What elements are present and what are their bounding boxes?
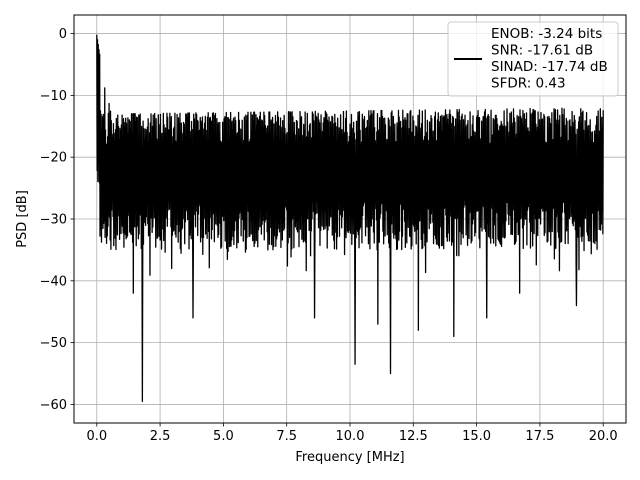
x-tick-label: 7.5 — [276, 429, 297, 444]
x-tick-label: 0.0 — [86, 429, 107, 444]
y-tick-label: −60 — [40, 398, 67, 413]
x-tick-label: 20.0 — [589, 429, 618, 444]
x-tick-label: 17.5 — [525, 429, 554, 444]
y-tick-label: −10 — [40, 89, 67, 104]
legend-box — [447, 21, 619, 97]
legend-entry-enob: ENOB: -3.24 bits — [491, 26, 602, 42]
y-axis-label: PSD [dB] — [15, 190, 30, 248]
legend: ENOB: -3.24 bits SNR: -17.61 dB SINAD: -… — [447, 21, 619, 97]
x-tick-label: 15.0 — [462, 429, 491, 444]
y-axis-ticks: 0 −10 −20 −30 −40 −50 −60 — [40, 27, 74, 413]
legend-entry-snr: SNR: -17.61 dB — [491, 43, 593, 59]
x-tick-label: 10.0 — [336, 429, 365, 444]
y-tick-label: −20 — [40, 151, 67, 166]
y-tick-label: −30 — [40, 213, 67, 228]
x-axis-ticks: 0.0 2.5 5.0 7.5 10.0 12.5 15.0 17.5 20.0 — [86, 423, 618, 444]
y-tick-label: −40 — [40, 274, 67, 289]
psd-trace — [96, 34, 604, 403]
x-axis-label: Frequency [MHz] — [295, 450, 404, 465]
y-tick-label: 0 — [59, 27, 67, 42]
legend-entry-sinad: SINAD: -17.74 dB — [491, 59, 608, 75]
legend-entry-sfdr: SFDR: 0.43 — [491, 76, 566, 92]
x-tick-label: 12.5 — [399, 429, 428, 444]
x-tick-label: 5.0 — [213, 429, 234, 444]
x-tick-label: 2.5 — [150, 429, 171, 444]
y-tick-label: −50 — [40, 336, 67, 351]
psd-series — [96, 34, 604, 403]
